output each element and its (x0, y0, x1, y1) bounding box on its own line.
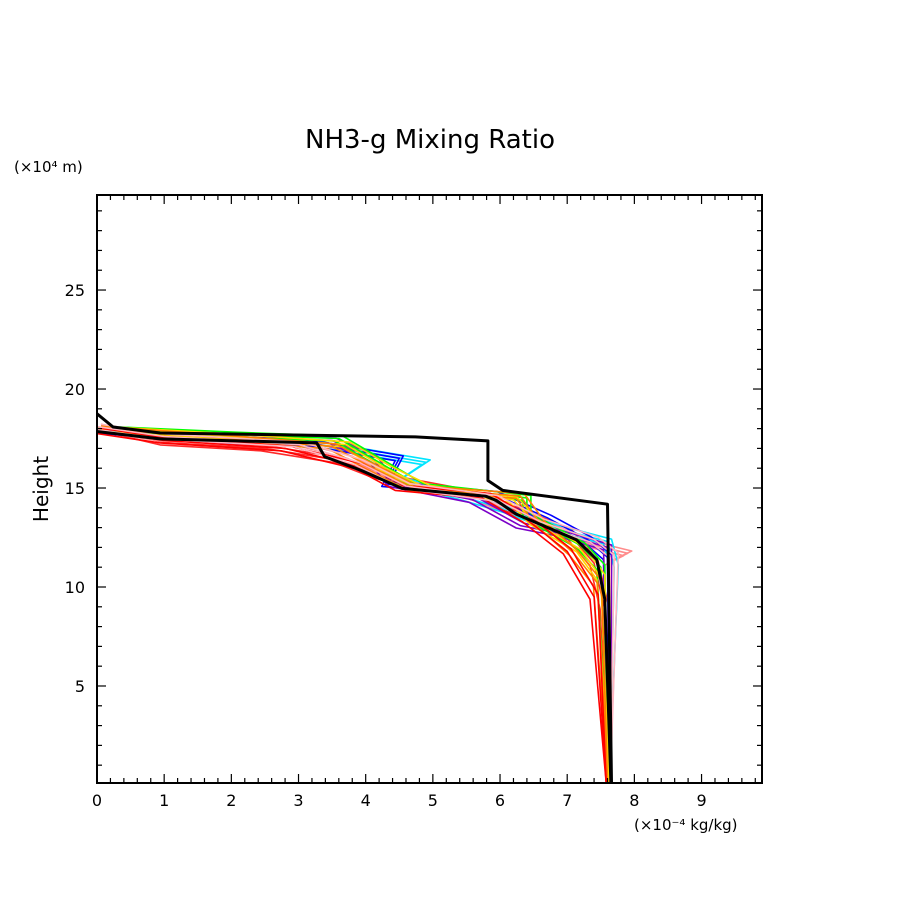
x-tick-label: 6 (495, 791, 505, 810)
x-tick-label: 9 (696, 791, 706, 810)
series-line-ensemble-6 (97, 427, 610, 783)
series-layer (97, 410, 633, 783)
y-tick-label: 25 (65, 281, 85, 300)
series-line-ensemble-3 (100, 425, 620, 783)
y-tick-label: 10 (65, 578, 85, 597)
y-tick-label: 15 (65, 479, 85, 498)
series-line-ensemble-6 (100, 425, 610, 783)
series-line-ensemble-4 (100, 427, 613, 783)
x-tick-label: 8 (629, 791, 639, 810)
series-line-ensemble-9 (97, 429, 607, 783)
series-line-ensemble-3 (97, 427, 615, 783)
x-tick-label: 4 (361, 791, 371, 810)
x-tick-label: 3 (293, 791, 303, 810)
plot-frame (96, 194, 763, 784)
x-tick-label: 0 (92, 791, 102, 810)
x-axis-label: (×10⁻⁴ kg/kg) (634, 816, 738, 834)
series-line-ensemble-1 (97, 425, 610, 783)
series-line-ensemble-8 (100, 425, 609, 783)
y-tick-label: 5 (75, 677, 85, 696)
x-tick-label: 2 (226, 791, 236, 810)
axes-layer: 0 1 2 3 4 5 6 7 8 9 5 10 15 20 25 (65, 194, 763, 810)
series-line-ensemble-9 (100, 427, 607, 783)
series-line-mean-profile (97, 429, 613, 783)
x-tick-label: 5 (428, 791, 438, 810)
x-tick-label: 1 (159, 791, 169, 810)
series-line-ensemble-4 (97, 429, 611, 783)
series-line-ensemble-10 (97, 428, 611, 783)
series-line-ensemble-8 (97, 430, 609, 783)
series-line-ensemble-5 (97, 427, 612, 783)
chart-title: NH3-g Mixing Ratio (305, 125, 555, 155)
series-line-ensemble-10 (100, 423, 620, 783)
series-line-ensemble-1 (97, 429, 610, 783)
x-tick-label: 7 (562, 791, 572, 810)
y-unit-label: (×10⁴ m) (14, 158, 83, 176)
series-line-ensemble-7 (97, 430, 610, 783)
series-line-ensemble-4 (97, 432, 611, 783)
series-line-ensemble-7 (97, 427, 610, 783)
series-line-ensemble-2 (97, 427, 629, 783)
series-line-ensemble-7 (100, 425, 610, 783)
series-line-ensemble-5 (97, 430, 612, 783)
series-line-ensemble-1 (100, 423, 610, 783)
series-line-ensemble-2 (100, 425, 633, 783)
y-axis-label: Height (29, 456, 53, 522)
series-line-ensemble-10 (97, 425, 615, 783)
series-line-ensemble-9 (97, 432, 607, 783)
series-line-ensemble-3 (97, 430, 611, 783)
series-line-initial-profile (97, 410, 613, 783)
series-line-ensemble-5 (100, 425, 613, 783)
y-tick-label: 20 (65, 380, 85, 399)
series-line-ensemble-8 (97, 427, 609, 783)
series-line-ensemble-2 (97, 430, 625, 783)
series-line-ensemble-6 (97, 430, 610, 783)
